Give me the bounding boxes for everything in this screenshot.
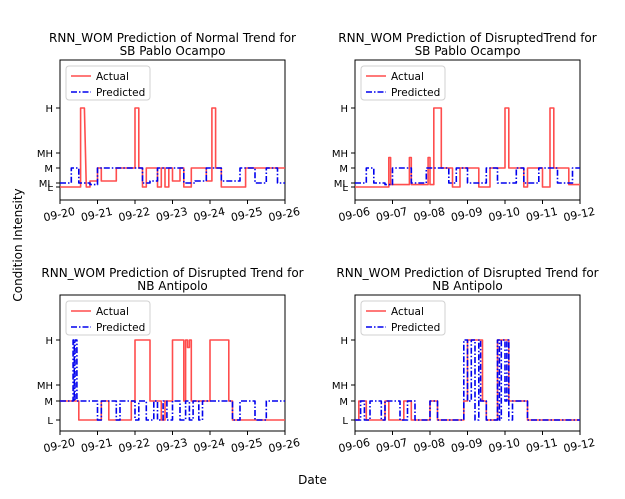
chart-title-line: SB Pablo Ocampo: [120, 44, 226, 58]
x-tick-label: 09-23: [155, 436, 189, 455]
series-line-predicted: [60, 339, 285, 421]
x-tick-label: 09-12: [562, 436, 596, 455]
y-tick-label: MH: [332, 149, 348, 160]
x-tick-label: 09-07: [375, 436, 409, 455]
x-tick-label: 09-22: [117, 436, 151, 455]
legend-label-actual: Actual: [391, 71, 424, 83]
y-tick-label: M: [339, 164, 348, 175]
series-line-actual: [355, 107, 580, 188]
x-tick-label: 09-09: [450, 205, 484, 224]
chart-title-line: NB Antipolo: [432, 279, 503, 293]
x-tick-label: 09-20: [42, 436, 76, 455]
x-tick-label: 09-06: [337, 205, 371, 224]
legend-label-actual: Actual: [96, 306, 129, 318]
series-line-actual: [60, 107, 285, 188]
x-tick-label: 09-10: [487, 205, 521, 224]
y-tick-label: M: [339, 397, 348, 408]
chart-panel-1: RNN_WOM Prediction of Normal Trend forSB…: [37, 31, 301, 224]
y-tick-label: H: [45, 336, 53, 347]
series-group: [355, 339, 580, 421]
legend-label-actual: Actual: [96, 71, 129, 83]
y-tick-label: H: [340, 104, 348, 115]
y-tick-label: L: [342, 416, 348, 427]
chart-panel-4: RNN_WOM Prediction of Disrupted Trend fo…: [332, 266, 599, 455]
chart-panel-3: RNN_WOM Prediction of Disrupted Trend fo…: [37, 266, 304, 455]
x-tick-label: 09-06: [337, 436, 371, 455]
y-tick-label: L: [342, 183, 348, 194]
x-tick-label: 09-24: [192, 205, 226, 224]
figure-y-axis-label-wrap: Condition Intensity: [10, 180, 26, 310]
figure-x-axis-label: Date: [298, 473, 327, 487]
series-group: [60, 107, 285, 188]
y-tick-label: L: [47, 416, 53, 427]
x-tick-label: 09-11: [525, 436, 559, 455]
legend-label-predicted: Predicted: [96, 87, 145, 99]
y-tick-label: H: [340, 336, 348, 347]
x-tick-label: 09-24: [192, 436, 226, 455]
chart-title-line: NB Antipolo: [137, 279, 208, 293]
chart-title-line: RNN_WOM Prediction of Normal Trend for: [49, 31, 296, 45]
series-line-predicted: [355, 167, 580, 186]
y-tick-label: L: [47, 183, 53, 194]
x-tick-label: 09-07: [375, 205, 409, 224]
legend-label-predicted: Predicted: [96, 322, 145, 334]
x-tick-label: 09-25: [230, 436, 264, 455]
x-tick-label: 09-22: [117, 205, 151, 224]
y-tick-label: ML: [334, 179, 349, 190]
y-tick-label: M: [44, 164, 53, 175]
x-tick-label: 09-20: [42, 205, 76, 224]
y-tick-label: H: [45, 104, 53, 115]
chart-title-line: RNN_WOM Prediction of DisruptedTrend for: [338, 31, 596, 45]
y-tick-label: MH: [37, 381, 53, 392]
x-tick-label: 09-11: [525, 205, 559, 224]
y-tick-label: ML: [39, 179, 54, 190]
x-tick-label: 09-26: [267, 436, 301, 455]
x-tick-label: 09-21: [80, 205, 114, 224]
x-tick-label: 09-25: [230, 205, 264, 224]
x-tick-label: 09-26: [267, 205, 301, 224]
x-tick-label: 09-09: [450, 436, 484, 455]
chart-panel-2: RNN_WOM Prediction of DisruptedTrend for…: [332, 31, 597, 224]
x-tick-label: 09-08: [412, 436, 446, 455]
legend-label-predicted: Predicted: [391, 322, 440, 334]
figure-y-axis-label: Condition Intensity: [11, 188, 25, 302]
chart-title-line: SB Pablo Ocampo: [415, 44, 521, 58]
series-group: [355, 107, 580, 188]
series-line-predicted: [355, 339, 580, 421]
x-tick-label: 09-21: [80, 436, 114, 455]
y-tick-label: MH: [332, 381, 348, 392]
x-tick-label: 09-10: [487, 436, 521, 455]
y-tick-label: MH: [37, 149, 53, 160]
y-tick-label: M: [44, 397, 53, 408]
chart-title-line: RNN_WOM Prediction of Disrupted Trend fo…: [41, 266, 303, 280]
x-tick-label: 09-12: [562, 205, 596, 224]
series-group: [60, 339, 285, 421]
x-tick-label: 09-08: [412, 205, 446, 224]
legend-label-actual: Actual: [391, 306, 424, 318]
series-line-predicted: [60, 167, 285, 186]
x-tick-label: 09-23: [155, 205, 189, 224]
chart-title-line: RNN_WOM Prediction of Disrupted Trend fo…: [336, 266, 598, 280]
legend-label-predicted: Predicted: [391, 87, 440, 99]
